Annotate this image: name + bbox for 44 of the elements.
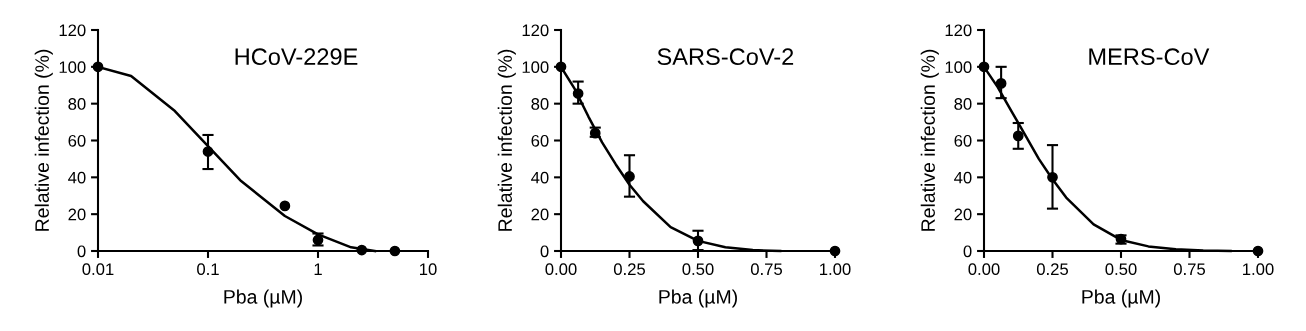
y-tick-label: 80 <box>954 98 972 110</box>
x-tick-label: 1 <box>314 263 322 275</box>
x-tick-label: 0.01 <box>82 263 114 276</box>
y-tick-label: 80 <box>531 98 549 110</box>
y-tick-label: 40 <box>954 171 972 184</box>
y-tick-label: 0 <box>77 245 86 258</box>
y-tick-label: 80 <box>68 98 86 110</box>
x-tick-label: 10 <box>420 263 437 276</box>
y-tick-label: 40 <box>68 171 86 184</box>
x-tick-label: 0.50 <box>1105 263 1137 276</box>
y-tick-label: 60 <box>68 134 86 147</box>
y-tick-label: 60 <box>954 134 972 147</box>
y-tick-label: 0 <box>963 245 972 258</box>
x-tick-label: 0.1 <box>197 263 219 276</box>
text: HCoV-229E <box>235 48 358 66</box>
y-tick-label: 100 <box>522 61 549 74</box>
y-tick-label: 120 <box>945 24 972 37</box>
x-axis-title: Pba (µM) <box>659 289 737 308</box>
y-axis-title: Relative infection (%) <box>497 49 516 231</box>
y-axis-title: Relative infection (%) <box>920 49 939 231</box>
y-tick-label: 100 <box>945 61 972 74</box>
y-tick-label: 120 <box>59 24 86 37</box>
x-tick-label: 0.50 <box>682 263 714 276</box>
x-tick-label: 0.25 <box>1036 263 1069 276</box>
x-tick-label: 0.00 <box>545 263 577 276</box>
y-tick-label: 20 <box>531 208 549 221</box>
x-tick-label: 0.75 <box>1173 263 1206 276</box>
y-tick-label: 120 <box>522 24 549 37</box>
y-tick-label: 0 <box>540 245 549 258</box>
x-tick-label: 0.25 <box>613 263 646 276</box>
y-axis-title: Relative infection (%) <box>34 49 53 231</box>
y-tick-label: 20 <box>954 208 972 221</box>
text: SARS-CoV-2 <box>657 48 794 66</box>
x-tick-label: 0.75 <box>750 263 783 276</box>
x-tick-label: 0.00 <box>968 263 1000 276</box>
y-tick-label: 100 <box>59 61 86 74</box>
x-tick-label: 1.00 <box>820 263 851 276</box>
y-tick-label: 60 <box>531 134 549 147</box>
x-tick-label: 1.00 <box>1243 263 1274 276</box>
text: MERS-CoV <box>1089 48 1210 66</box>
x-axis-title: Pba (µM) <box>1082 289 1160 308</box>
x-axis-title: Pba (µM) <box>224 289 302 308</box>
y-tick-label: 40 <box>531 171 549 184</box>
y-tick-label: 20 <box>68 208 86 221</box>
